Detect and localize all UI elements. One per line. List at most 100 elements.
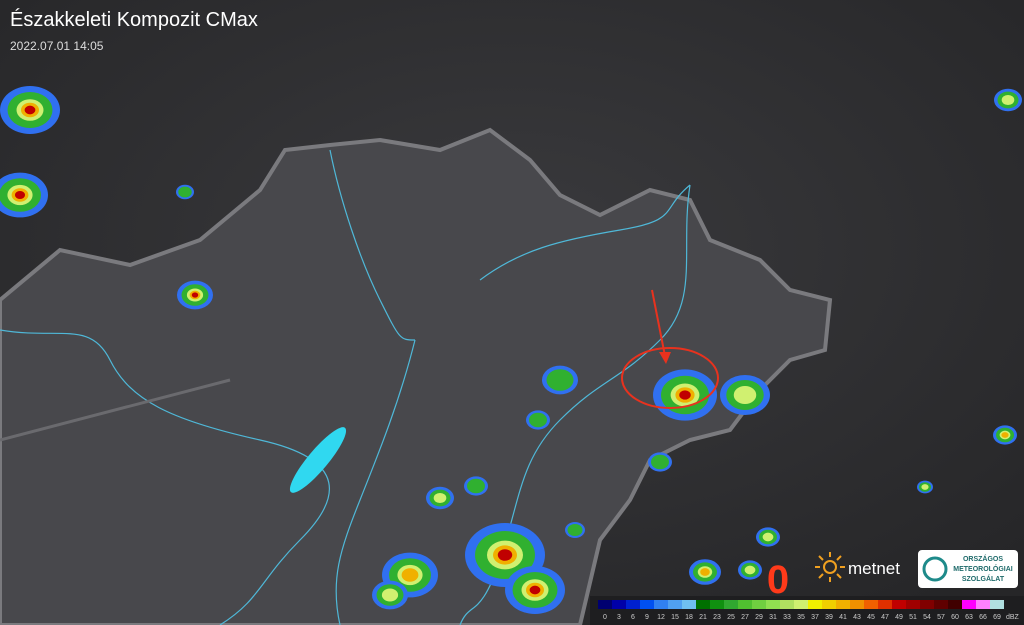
legend-swatch (878, 600, 892, 609)
legend-swatch (752, 600, 766, 609)
legend-label: 45 (867, 614, 875, 621)
echo (14, 190, 26, 200)
legend-swatch (724, 600, 738, 609)
marker: 0 (767, 558, 789, 602)
legend-label: 60 (951, 614, 959, 621)
legend-swatch (822, 600, 836, 609)
legend-label: 66 (979, 614, 987, 621)
omsz-logo: ORSZÁGOS METEOROLÓGIAI SZOLGÁLAT (918, 550, 1018, 588)
legend-swatch (906, 600, 920, 609)
highlight-circle (621, 347, 719, 409)
legend-label: 41 (839, 614, 847, 621)
legend-label: 25 (727, 614, 735, 621)
legend-swatch (976, 600, 990, 609)
legend-swatch (920, 600, 934, 609)
echo (744, 565, 756, 575)
highlight-arrow (651, 289, 666, 357)
echo (529, 412, 547, 428)
legend-swatch (808, 600, 822, 609)
legend-label: 0 (603, 614, 607, 621)
legend-swatch (696, 600, 710, 609)
echo (651, 454, 669, 470)
legend-label: 18 (685, 614, 693, 621)
legend-swatch (626, 600, 640, 609)
legend-label: 37 (811, 614, 819, 621)
echo (381, 588, 399, 602)
legend-swatch (780, 600, 794, 609)
legend-swatch (766, 600, 780, 609)
legend-swatch (864, 600, 878, 609)
legend-swatch (836, 600, 850, 609)
legend-swatch (892, 600, 906, 609)
legend-swatch (962, 600, 976, 609)
lake-balaton (289, 427, 347, 493)
rivers (0, 149, 691, 625)
legend-swatch (654, 600, 668, 609)
omsz-text: METEOROLÓGIAI (953, 564, 1013, 573)
echo (567, 524, 583, 536)
echo (921, 484, 929, 490)
metnet-text: metnet (848, 559, 900, 578)
legend-swatch (738, 600, 752, 609)
legend-swatch (612, 600, 626, 609)
echo (529, 585, 541, 595)
echo (467, 478, 485, 494)
legend-swatch (640, 600, 654, 609)
legend-label: 54 (923, 614, 931, 621)
legend-swatch (850, 600, 864, 609)
legend-swatch (948, 600, 962, 609)
legend-label: 35 (797, 614, 805, 621)
legend-swatch (990, 600, 1004, 609)
echo (191, 292, 199, 298)
legend-label: 3 (617, 614, 621, 621)
legend-label: 27 (741, 614, 749, 621)
metnet-logo: metnet (815, 552, 900, 582)
omsz-text: SZOLGÁLAT (962, 574, 1005, 583)
legend-label: 63 (965, 614, 973, 621)
legend-label: 15 (671, 614, 679, 621)
echo (546, 369, 574, 391)
legend-label: 33 (783, 614, 791, 621)
border-line (0, 378, 231, 442)
legend-label: 21 (699, 614, 707, 621)
echo (1001, 94, 1015, 106)
legend-unit: dBZ (1006, 614, 1020, 621)
legend-label: 43 (853, 614, 861, 621)
legend-label: 9 (645, 614, 649, 621)
legend-swatch (934, 600, 948, 609)
echo (24, 105, 36, 115)
legend-label: 47 (881, 614, 889, 621)
echo (401, 568, 419, 582)
legend-label: 6 (631, 614, 635, 621)
legend-label: 39 (825, 614, 833, 621)
echo (762, 532, 774, 542)
omsz-text: ORSZÁGOS (963, 554, 1003, 563)
legend-label: 49 (895, 614, 903, 621)
legend-label: 57 (937, 614, 945, 621)
legend-swatch (682, 600, 696, 609)
legend-swatch (668, 600, 682, 609)
radar-echoes (0, 86, 1022, 614)
legend-label: 29 (755, 614, 763, 621)
echo (1001, 432, 1009, 438)
legend-label: 23 (713, 614, 721, 621)
sun-rays (815, 552, 845, 582)
arrow-head (659, 352, 671, 364)
echo (679, 390, 691, 400)
echo (497, 549, 513, 561)
echo (178, 186, 192, 198)
map-timestamp: 2022.07.01 14:05 (10, 39, 104, 53)
legend: 0 3 6 9 12 15 18 21 23 25 27 29 31 33 35 37 39 41 43 45 47 49… (598, 600, 1020, 621)
echo (700, 568, 710, 576)
sun-icon (823, 560, 837, 574)
legend-swatch (598, 600, 612, 609)
legend-swatch (710, 600, 724, 609)
omsz-icon (922, 556, 948, 582)
country-region (0, 127, 833, 625)
legend-label: 51 (909, 614, 917, 621)
echo (433, 492, 447, 504)
legend-label: 69 (993, 614, 1001, 621)
echo (733, 386, 757, 404)
